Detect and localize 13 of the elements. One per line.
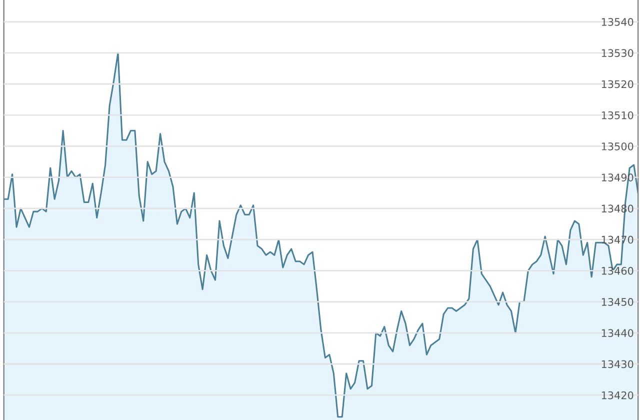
y-tick-label: 13530 <box>602 49 634 57</box>
y-tick-label: 13460 <box>602 266 634 275</box>
y-tick-label: 13520 <box>602 80 634 88</box>
y-tick-label: 13420 <box>602 391 634 400</box>
y-tick-label: 13470 <box>602 236 634 244</box>
y-tick-label: 13490 <box>602 174 634 182</box>
y-tick-label: 13510 <box>602 111 634 120</box>
y-tick-label: 13540 <box>602 18 634 26</box>
y-tick-label: 13480 <box>602 204 634 213</box>
y-tick-label: 13450 <box>602 298 634 306</box>
y-tick-label: 13500 <box>602 142 634 150</box>
y-tick-label: 13440 <box>602 329 634 337</box>
y-tick-label: 13430 <box>602 360 634 368</box>
